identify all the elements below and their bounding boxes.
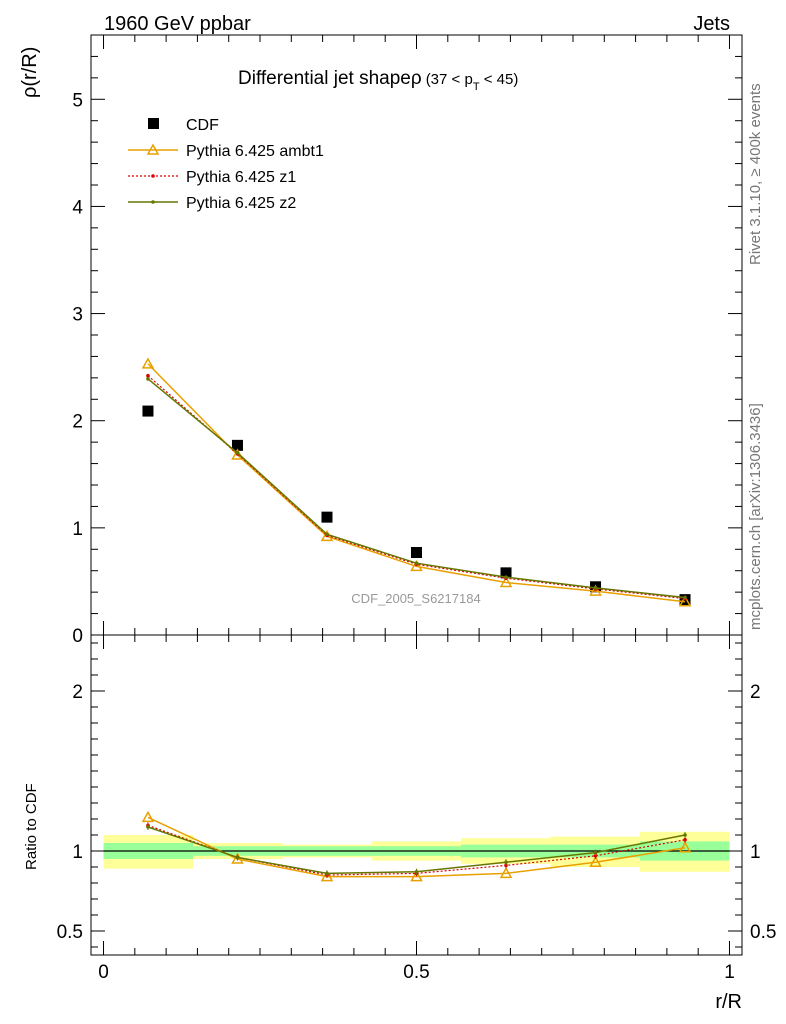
ambt1-ratio-point xyxy=(320,870,334,882)
ambt1-data-point xyxy=(320,529,334,542)
z2-data-point xyxy=(235,451,240,455)
ambt1-series-line xyxy=(147,363,686,603)
z2-data-point xyxy=(146,377,150,381)
ambt1-data-point xyxy=(499,575,513,588)
ambt1-data-point xyxy=(141,357,155,369)
main-y-tick-label: 0 xyxy=(72,626,83,647)
z2-data-point xyxy=(593,586,598,590)
main-y-tick-label: 3 xyxy=(72,305,83,326)
z1-ratio-point xyxy=(683,838,687,842)
z2-ratio-point xyxy=(683,833,687,837)
ratio-y-axis-label: Ratio to CDF xyxy=(23,783,40,870)
analysis-id-label: CDF_2005_S6217184 xyxy=(351,591,480,606)
legend-entry-ambt1: Pythia 6.425 ambt1 xyxy=(128,143,324,160)
z2-data-point xyxy=(683,595,687,600)
z2-ratio-point xyxy=(504,860,508,864)
cdf-data-point xyxy=(231,439,243,451)
z2-data-point xyxy=(325,532,329,537)
x-axis-label: r/R xyxy=(715,991,742,1013)
legend-entry-z1: Pythia 6.425 z1 xyxy=(128,169,296,186)
main-y-tick-label: 1 xyxy=(72,519,83,540)
main-plot-marks xyxy=(141,357,692,607)
mcplots-label: mcplots.cern.ch [arXiv:1306.3436] xyxy=(747,403,764,630)
main-y-tick-label: 4 xyxy=(72,197,83,218)
ambt1-ratio-point xyxy=(589,855,602,867)
ratio-y-tick-label: 2 xyxy=(72,682,83,703)
chart-title: Differential jet shapeρ (37 < pT < 45) xyxy=(238,68,518,93)
ratio-panel: 0.5 0.5 1 1 2 2 0 0.5 1 Ratio to CDF r/R xyxy=(23,634,776,1013)
z1-data-point xyxy=(146,373,150,378)
ambt1-ratio-point xyxy=(141,810,155,823)
z2-ratio-point xyxy=(235,855,240,860)
z2-ratio-point xyxy=(325,871,329,876)
ratio-y-tick-label-right: 1 xyxy=(750,842,761,863)
ambt1-ratio-point xyxy=(678,841,692,853)
x-tick-label: 0 xyxy=(98,962,109,983)
ambt1-ratio-point xyxy=(410,870,423,882)
legend-marker-cdf xyxy=(148,118,159,129)
legend-label-z2: Pythia 6.425 z2 xyxy=(186,195,296,212)
cdf-data-point xyxy=(321,511,333,523)
z1-ratio-point xyxy=(504,863,508,868)
z2-ratio-point xyxy=(593,850,598,855)
z2-ratio-point xyxy=(146,825,150,829)
legend-entry-z2: Pythia 6.425 z2 xyxy=(128,195,296,212)
x-tick-label: 0.5 xyxy=(403,962,429,983)
ratio-axis-ticks: 0.5 0.5 1 1 2 2 0 0.5 1 xyxy=(57,635,776,983)
legend-marker-z2 xyxy=(151,200,155,204)
legend: CDF Pythia 6.425 ambt1 Pythia 6.425 z1 P… xyxy=(128,117,324,212)
ratio-y-tick-label-right: 2 xyxy=(750,682,761,703)
cdf-data-point xyxy=(411,547,422,558)
ambt1-ratio-point xyxy=(499,866,513,879)
x-tick-label: 1 xyxy=(724,962,735,983)
ratio-y-tick-label: 0.5 xyxy=(57,922,83,943)
ambt1-data-point xyxy=(410,559,423,572)
legend-marker-z1 xyxy=(151,174,155,178)
process-label: Jets xyxy=(693,13,730,35)
legend-label-cdf: CDF xyxy=(186,117,219,134)
ratio-plot-marks xyxy=(103,810,730,882)
legend-entry-cdf: CDF xyxy=(148,117,219,134)
cdf-data-point xyxy=(142,405,154,417)
z2-data-point xyxy=(504,575,508,579)
legend-marker-ambt1 xyxy=(146,143,160,155)
cdf-data-point xyxy=(500,567,512,579)
ratio-y-tick-label: 1 xyxy=(72,842,83,863)
ratio-frame xyxy=(90,634,743,956)
main-axis-ticks: 1 2 3 4 5 0 xyxy=(72,34,742,647)
main-y-tick-label: 5 xyxy=(72,90,83,111)
main-panel: 1 2 3 4 5 0 Differential jet shapeρ (37 < pT <… xyxy=(19,34,743,647)
ambt1-data-point xyxy=(678,595,692,607)
main-y-axis-label: ρ(r/R) xyxy=(19,47,41,98)
z2-ratio-point xyxy=(414,870,419,874)
rivet-version-label: Rivet 3.1.10, ≥ 400k events xyxy=(747,83,764,265)
ratio-y-tick-label-right: 0.5 xyxy=(750,922,776,943)
legend-label-z1: Pythia 6.425 z1 xyxy=(186,169,296,186)
legend-label-ambt1: Pythia 6.425 ambt1 xyxy=(186,143,324,160)
z2-data-point xyxy=(414,561,419,566)
z1-ratio-point xyxy=(593,854,598,858)
ambt1-data-point xyxy=(589,584,602,596)
main-y-tick-label: 2 xyxy=(72,412,83,433)
energy-label: 1960 GeV ppbar xyxy=(104,13,251,35)
